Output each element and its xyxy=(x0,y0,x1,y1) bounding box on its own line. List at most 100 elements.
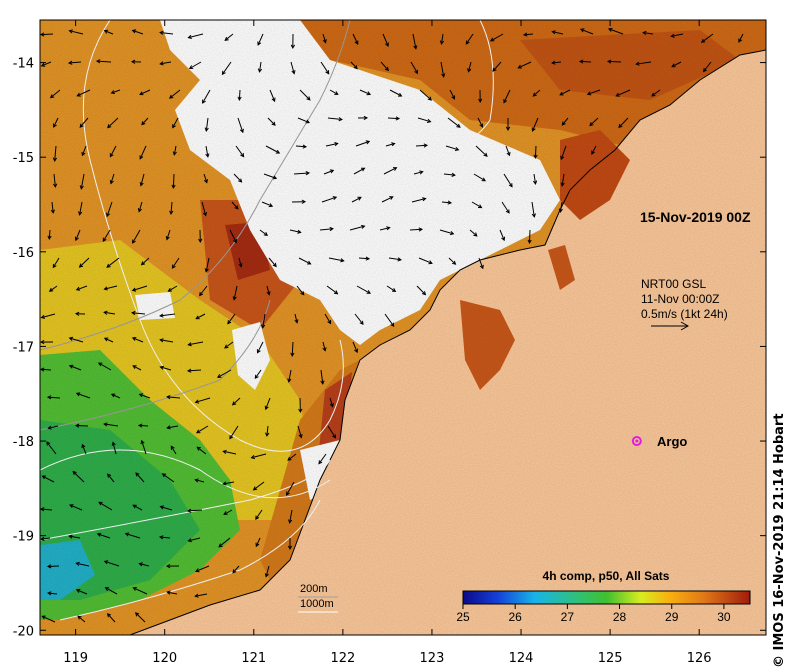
current-arrow xyxy=(289,229,301,233)
current-arrow-head xyxy=(46,395,52,400)
current-arrow xyxy=(257,33,264,46)
current-arrow xyxy=(738,33,744,43)
current-arrow xyxy=(440,61,445,77)
current-arrow-head xyxy=(139,182,144,187)
current-arrow xyxy=(53,117,59,128)
current-arrow xyxy=(138,424,149,427)
current-arrow-head xyxy=(131,287,137,292)
current-arrow xyxy=(263,173,277,179)
current-arrow-head xyxy=(329,403,334,408)
current-arrow-head xyxy=(95,59,101,64)
current-arrow-head xyxy=(159,338,164,343)
current-arrow xyxy=(205,257,210,272)
current-arrow xyxy=(477,117,483,128)
current-arrow xyxy=(112,442,117,455)
current-arrow xyxy=(265,565,270,577)
current-arrow xyxy=(132,337,144,343)
current-arrow-head xyxy=(618,123,623,129)
current-arrow-head xyxy=(386,226,391,231)
current-arrow-head xyxy=(131,29,137,34)
current-arrow xyxy=(107,613,116,623)
current-arrow xyxy=(294,313,298,323)
current-arrow xyxy=(503,173,513,187)
current-arrow-head xyxy=(532,92,537,97)
current-arrow xyxy=(286,481,295,496)
current-arrow-head xyxy=(298,433,303,439)
current-arrow-head xyxy=(46,441,51,446)
current-arrow-head xyxy=(441,73,446,78)
current-arrow xyxy=(261,201,273,207)
current-arrow xyxy=(105,587,118,595)
current-arrow-head xyxy=(423,143,429,148)
current-arrow xyxy=(195,593,208,597)
current-arrow xyxy=(41,61,52,67)
current-arrow xyxy=(580,28,594,35)
scale-arrow xyxy=(651,321,690,331)
current-arrow-head xyxy=(508,183,513,188)
current-arrow-head xyxy=(302,144,308,149)
current-arrow-head xyxy=(109,153,114,158)
current-arrow xyxy=(447,117,461,128)
current-arrow xyxy=(298,257,311,265)
current-arrow-head xyxy=(354,40,359,45)
current-arrow xyxy=(79,257,90,268)
current-arrow-head xyxy=(320,380,325,385)
current-arrow xyxy=(160,339,174,343)
current-arrow-head xyxy=(40,62,46,67)
current-arrow-head xyxy=(237,96,242,102)
current-arrow xyxy=(297,117,310,124)
current-arrow xyxy=(354,313,364,325)
current-arrow xyxy=(232,397,241,406)
colorbar-title: 4h comp, p50, All Sats xyxy=(543,569,670,583)
current-arrow-head xyxy=(365,256,371,261)
current-arrow-head xyxy=(428,260,433,265)
current-arrow-head xyxy=(79,123,84,128)
current-arrow xyxy=(98,362,112,371)
current-arrow xyxy=(69,337,84,343)
current-arrow-head xyxy=(110,393,116,398)
current-arrow xyxy=(50,89,61,98)
contour-1000-label: 1000m xyxy=(300,598,334,610)
current-arrow xyxy=(202,89,211,104)
current-arrow xyxy=(139,145,147,160)
current-arrow xyxy=(132,312,146,315)
current-arrow xyxy=(132,229,141,244)
current-arrow-head xyxy=(81,151,86,157)
current-arrow-head xyxy=(427,96,432,101)
current-arrow xyxy=(40,368,52,371)
current-arrow xyxy=(188,341,204,346)
current-arrow xyxy=(255,509,263,520)
lat-tick-label: -16 xyxy=(13,246,34,261)
current-arrow-head xyxy=(307,260,312,265)
current-arrow-head xyxy=(325,70,330,75)
current-arrow xyxy=(475,145,488,157)
current-arrow xyxy=(389,89,402,97)
current-arrow-head xyxy=(272,262,277,268)
current-arrow-head xyxy=(49,94,55,99)
current-arrow xyxy=(320,61,330,74)
current-arrow-head xyxy=(67,60,73,65)
current-arrow xyxy=(297,425,302,438)
current-arrow-head xyxy=(187,34,192,39)
current-arrow xyxy=(223,450,237,455)
current-arrow xyxy=(416,285,426,295)
current-arrow-head xyxy=(451,95,456,100)
current-arrow-head xyxy=(264,573,269,578)
current-arrow xyxy=(132,285,148,291)
current-arrow xyxy=(135,472,145,483)
current-arrow-head xyxy=(205,153,210,158)
current-arrow xyxy=(534,145,537,159)
current-arrow-head xyxy=(134,612,140,617)
current-arrow xyxy=(106,201,113,217)
current-arrow-head xyxy=(53,123,57,128)
current-arrow xyxy=(168,285,178,292)
current-arrow xyxy=(589,117,599,126)
current-arrow-head xyxy=(340,258,345,263)
current-arrow-head xyxy=(131,337,137,341)
contour-200-label: 200m xyxy=(300,583,328,595)
current-arrow-head xyxy=(385,42,389,47)
current-arrow-head xyxy=(360,224,366,229)
current-arrow xyxy=(387,117,400,120)
current-arrow-head xyxy=(52,183,58,188)
current-arrow-head xyxy=(238,178,243,183)
